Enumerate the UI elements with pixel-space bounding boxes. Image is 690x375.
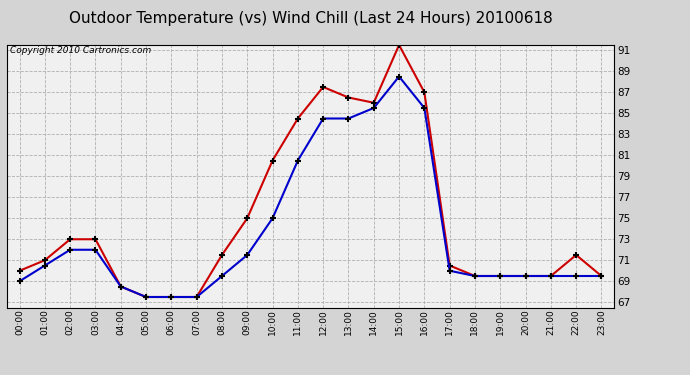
Text: Copyright 2010 Cartronics.com: Copyright 2010 Cartronics.com	[10, 46, 151, 56]
Text: Outdoor Temperature (vs) Wind Chill (Last 24 Hours) 20100618: Outdoor Temperature (vs) Wind Chill (Las…	[68, 11, 553, 26]
